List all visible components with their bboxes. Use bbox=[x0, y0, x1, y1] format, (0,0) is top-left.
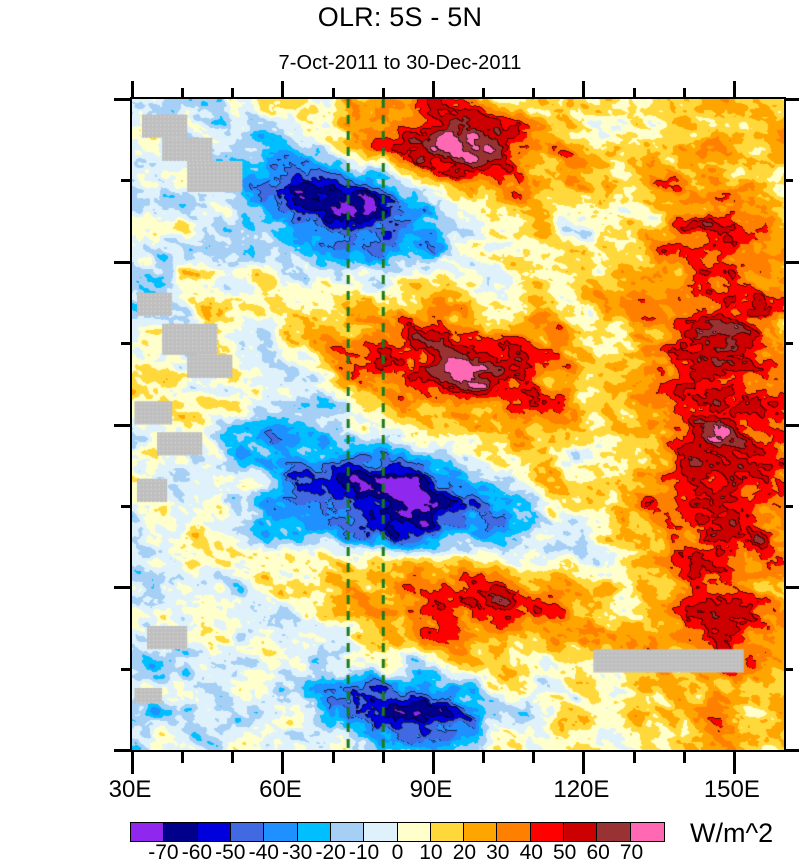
colorbar-units-label: W/m^2 bbox=[690, 818, 774, 848]
colorbar-swatch-6 bbox=[330, 823, 365, 841]
y-tick-major-1 bbox=[114, 260, 132, 264]
y-tick-right-4 bbox=[784, 749, 799, 752]
colorbar-swatch-9 bbox=[430, 823, 465, 841]
x-axis-label-0: 30E bbox=[108, 776, 152, 803]
y-tick-right-1 bbox=[784, 260, 799, 264]
x-axis-label-3: 120E bbox=[553, 776, 610, 803]
x-axis-label-2: 90E bbox=[409, 776, 453, 803]
colorbar-tick-7: 0 bbox=[391, 841, 404, 864]
colorbar-tick-3: -40 bbox=[248, 841, 279, 864]
x-tick-top-0 bbox=[131, 81, 134, 97]
colorbar-tick-9: 20 bbox=[452, 841, 477, 864]
x-tick-major-1 bbox=[281, 752, 285, 774]
y-tick-right-minor-2 bbox=[784, 504, 793, 508]
x-tick-top-4 bbox=[732, 81, 736, 97]
x-tick-top-minor-0 bbox=[181, 88, 185, 97]
colorbar-tick-12: 50 bbox=[553, 841, 577, 864]
x-tick-major-2 bbox=[431, 752, 435, 774]
colorbar-swatch-3 bbox=[230, 823, 265, 841]
y-tick-major-0 bbox=[114, 98, 132, 101]
x-axis-label-1: 60E bbox=[259, 776, 302, 803]
x-tick-minor-3 bbox=[381, 752, 385, 763]
x-tick-major-4 bbox=[732, 752, 736, 774]
colorbar-tick-13: 60 bbox=[586, 841, 610, 864]
y-tick-right-minor-0 bbox=[784, 179, 793, 183]
y-tick-minor-3 bbox=[121, 667, 132, 671]
hovmoller-plot-area bbox=[114, 81, 799, 774]
x-tick-minor-1 bbox=[231, 752, 235, 763]
y-tick-right-minor-3 bbox=[784, 667, 793, 671]
x-tick-minor-4 bbox=[482, 752, 486, 763]
x-tick-top-minor-4 bbox=[482, 88, 486, 97]
x-tick-minor-6 bbox=[632, 752, 636, 763]
colorbar-tick-5: -20 bbox=[315, 841, 346, 864]
x-tick-minor-0 bbox=[181, 752, 185, 763]
x-tick-top-2 bbox=[431, 81, 435, 97]
x-tick-minor-5 bbox=[532, 752, 536, 763]
colorbar-swatch-15 bbox=[630, 823, 664, 841]
colorbar-swatch-14 bbox=[597, 823, 631, 841]
annotation-lines-overlay bbox=[132, 99, 784, 750]
colorbar-swatch-2 bbox=[197, 823, 231, 841]
x-tick-top-1 bbox=[281, 81, 285, 97]
colorbar-swatch-8 bbox=[397, 823, 431, 841]
colorbar-tick-4: -30 bbox=[282, 841, 313, 864]
colorbar-swatches bbox=[130, 822, 665, 842]
y-tick-right-0 bbox=[784, 98, 799, 101]
colorbar-tick-11: 40 bbox=[519, 841, 543, 864]
x-tick-major-0 bbox=[131, 752, 134, 774]
y-tick-right-2 bbox=[784, 423, 799, 427]
subtitle: 7-Oct-2011 to 30-Dec-2011 bbox=[278, 52, 522, 74]
colorbar-tick-6: -10 bbox=[348, 841, 380, 864]
x-tick-top-minor-5 bbox=[532, 88, 536, 97]
y-tick-right-minor-1 bbox=[784, 342, 793, 346]
colorbar-tick-0: -70 bbox=[148, 841, 179, 864]
x-axis-label-4: 150E bbox=[703, 776, 760, 803]
page-title: OLR: 5S - 5N bbox=[317, 2, 483, 32]
colorbar-tick-2: -50 bbox=[215, 841, 246, 864]
x-tick-top-minor-7 bbox=[682, 88, 686, 97]
colorbar-swatch-12 bbox=[530, 823, 565, 841]
y-tick-major-2 bbox=[114, 423, 132, 427]
colorbar-swatch-5 bbox=[297, 823, 331, 841]
colorbar-swatch-4 bbox=[264, 823, 298, 841]
colorbar-swatch-13 bbox=[564, 823, 598, 841]
x-tick-top-minor-6 bbox=[632, 88, 636, 97]
x-tick-top-3 bbox=[582, 81, 586, 97]
colorbar-swatch-0 bbox=[131, 823, 165, 841]
y-tick-minor-2 bbox=[121, 504, 132, 508]
x-tick-top-minor-1 bbox=[231, 88, 235, 97]
y-tick-minor-1 bbox=[121, 342, 132, 346]
colorbar-swatch-11 bbox=[497, 823, 531, 841]
colorbar-tick-8: 10 bbox=[419, 841, 443, 864]
colorbar-tick-14: 70 bbox=[619, 841, 644, 864]
colorbar-swatch-10 bbox=[464, 823, 498, 841]
y-tick-major-4 bbox=[114, 749, 132, 752]
colorbar-swatch-7 bbox=[364, 823, 398, 841]
x-tick-major-3 bbox=[582, 752, 586, 774]
x-tick-minor-7 bbox=[682, 752, 686, 763]
y-tick-right-3 bbox=[784, 586, 799, 590]
colorbar-tick-1: -60 bbox=[181, 841, 213, 864]
x-tick-top-minor-3 bbox=[381, 88, 385, 97]
y-tick-major-3 bbox=[114, 586, 132, 590]
x-tick-minor-2 bbox=[331, 752, 335, 763]
colorbar-swatch-1 bbox=[164, 823, 198, 841]
y-tick-minor-0 bbox=[121, 179, 132, 183]
colorbar-tick-10: 30 bbox=[486, 841, 510, 864]
x-tick-top-minor-2 bbox=[331, 88, 335, 97]
